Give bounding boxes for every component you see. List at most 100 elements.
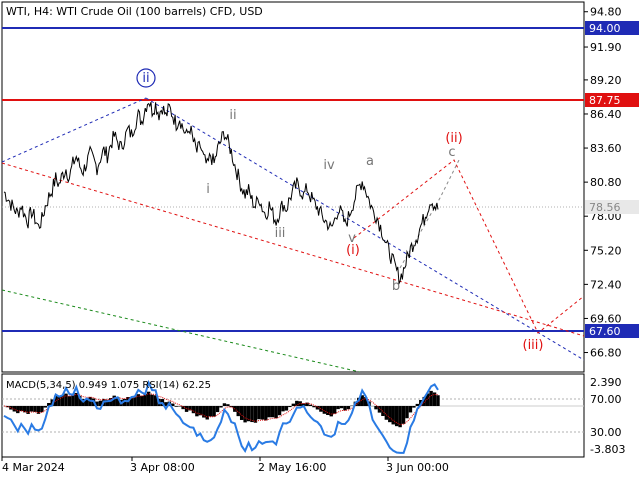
macd-bar	[270, 406, 275, 418]
wave-label: b	[392, 279, 400, 294]
macd-bar	[171, 403, 175, 406]
macd-bar	[202, 406, 206, 418]
price-tick-label: 80.80	[590, 176, 622, 189]
macd-bar	[60, 394, 65, 406]
macd-bar	[47, 402, 51, 406]
price-tick-label: 83.60	[590, 142, 622, 155]
macd-bar	[253, 406, 258, 423]
macd-bar	[312, 406, 316, 408]
macd-bar	[74, 392, 79, 406]
current-price-tag	[585, 200, 639, 214]
macd-bar	[181, 406, 185, 410]
wave-label: (iii)	[523, 338, 544, 353]
macd-bar	[398, 406, 402, 428]
macd-bar	[401, 406, 406, 424]
macd-bar	[153, 395, 158, 406]
macd-bar	[374, 406, 378, 410]
green-channel-line	[2, 289, 361, 372]
macd-bar	[425, 393, 430, 406]
red-channel-line	[2, 162, 584, 337]
macd-bar	[326, 406, 330, 415]
wave-label: ii	[229, 108, 236, 123]
macd-bar	[146, 391, 151, 406]
macd-bar	[16, 406, 20, 414]
macd-bar	[429, 390, 433, 406]
macd-bar	[257, 406, 261, 420]
macd-bar	[98, 400, 103, 406]
macd-bar	[281, 406, 285, 412]
macd-bar	[415, 403, 420, 406]
macd-bar	[246, 406, 251, 422]
macd-bar	[405, 406, 409, 419]
macd-bar	[143, 393, 147, 406]
macd-bar	[360, 395, 364, 406]
macd-bar	[26, 406, 30, 414]
indicator-label: MACD(5,34,5) 0.949 1.075 RSI(14) 62.25	[6, 380, 211, 391]
wave-label: (ii)	[445, 131, 462, 146]
macd-bar	[260, 406, 265, 420]
macd-bar	[67, 396, 72, 406]
wave-label: a	[366, 154, 374, 169]
price-tick-label: 89.20	[590, 74, 622, 87]
macd-bar	[336, 406, 340, 410]
time-axis: 4 Mar 2024 3 Apr 08:00 2 May 16:00 3 Jun…	[1, 457, 449, 474]
macd-bar	[205, 406, 209, 420]
macd-bar	[115, 396, 120, 406]
macd-bar	[339, 406, 344, 409]
macd-bar	[95, 401, 99, 406]
ind-tick-bottom: -3.803	[590, 443, 625, 456]
price-tick-label: 69.60	[590, 312, 622, 325]
macd-bar	[384, 406, 389, 420]
time-label-3: 3 Jun 00:00	[386, 461, 449, 474]
ind-tick-top: 2.390	[590, 376, 622, 389]
macd-bar	[322, 406, 327, 414]
macd-bar	[136, 394, 141, 406]
price-tick-label: 91.90	[590, 41, 622, 54]
macd-bar	[284, 406, 289, 411]
macd-bar	[412, 406, 416, 408]
macd-bar	[191, 406, 196, 414]
macd-bar	[215, 406, 220, 413]
macd-bar	[291, 403, 296, 406]
time-label-1: 3 Apr 08:00	[130, 461, 195, 474]
macd-bar	[315, 406, 320, 410]
macd-bar	[243, 406, 247, 423]
price-tick-label: 72.40	[590, 278, 622, 291]
wave-label: i	[206, 182, 210, 197]
macd-bar	[377, 406, 382, 413]
wave-label: iii	[275, 226, 286, 241]
macd-bar	[277, 406, 282, 416]
macd-bar	[388, 406, 392, 423]
ind-tick-70: 70.00	[590, 393, 622, 406]
macd-bar	[208, 406, 213, 417]
macd-bar	[250, 406, 254, 423]
wave-label: iv	[323, 158, 335, 173]
macd-bar	[226, 404, 230, 406]
macd-bar	[222, 403, 227, 406]
macd-bar	[140, 395, 144, 406]
macd-bar	[408, 406, 413, 413]
macd-bar	[188, 406, 192, 411]
rsi-line	[3, 379, 439, 454]
macd-bar	[267, 406, 271, 418]
macd-bar	[357, 397, 361, 406]
macd-bar	[288, 406, 292, 408]
macd-bar	[308, 404, 313, 406]
macd-bar	[40, 406, 44, 413]
macd-bar	[301, 403, 306, 406]
macd-bar	[219, 406, 223, 408]
macd-bar	[422, 396, 426, 406]
macd-bar	[346, 406, 351, 410]
level-676-label: 67.60	[589, 325, 621, 338]
macd-bar	[305, 402, 309, 406]
macd-bar	[436, 395, 440, 406]
macd-bar	[164, 402, 168, 406]
macd-bar	[53, 395, 58, 406]
macd-bar	[363, 397, 368, 406]
macd-bar	[133, 396, 137, 406]
macd-bar	[105, 399, 110, 406]
price-tick-label: 86.40	[590, 108, 622, 121]
level-94-tag	[585, 21, 639, 35]
